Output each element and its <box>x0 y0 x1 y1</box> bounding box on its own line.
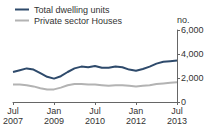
svg-text:Private sector Houses: Private sector Houses <box>34 16 123 26</box>
svg-text:2013: 2013 <box>167 116 187 126</box>
svg-text:2012: 2012 <box>126 116 146 126</box>
svg-text:2009: 2009 <box>44 116 64 126</box>
svg-text:2007: 2007 <box>3 116 23 126</box>
svg-text:4,000: 4,000 <box>181 49 204 59</box>
svg-text:Jul: Jul <box>171 106 183 116</box>
svg-text:Jul: Jul <box>89 106 101 116</box>
svg-text:0: 0 <box>181 97 186 107</box>
svg-text:6,000: 6,000 <box>181 25 204 35</box>
svg-text:Jul: Jul <box>7 106 19 116</box>
svg-text:2010: 2010 <box>85 116 105 126</box>
svg-text:Jan: Jan <box>47 106 62 116</box>
svg-text:2,000: 2,000 <box>181 73 204 83</box>
svg-text:Jan: Jan <box>129 106 144 116</box>
svg-text:Total dwelling units: Total dwelling units <box>34 5 110 15</box>
svg-text:no.: no. <box>177 15 190 25</box>
